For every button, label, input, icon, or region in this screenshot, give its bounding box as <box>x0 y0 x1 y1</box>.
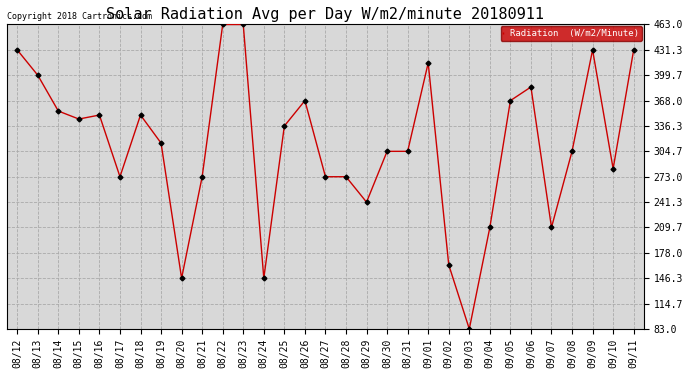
Legend: Radiation  (W/m2/Minute): Radiation (W/m2/Minute) <box>500 26 642 41</box>
Title: Solar Radiation Avg per Day W/m2/minute 20180911: Solar Radiation Avg per Day W/m2/minute … <box>106 7 544 22</box>
Text: Copyright 2018 Cartronics.com: Copyright 2018 Cartronics.com <box>7 12 152 21</box>
